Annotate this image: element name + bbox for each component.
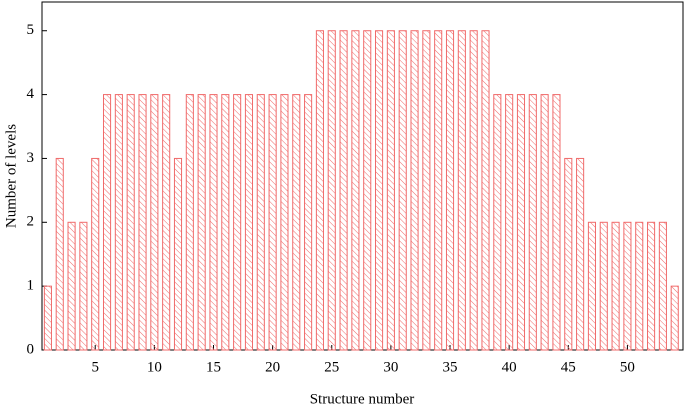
x-tick-label: 30 [383, 359, 398, 375]
bar [564, 157, 573, 351]
bar [138, 94, 147, 351]
bar [197, 94, 206, 351]
bar [363, 30, 372, 351]
x-tick-label: 15 [206, 359, 221, 375]
bar [540, 94, 549, 351]
bar [244, 94, 254, 351]
bar [469, 30, 478, 351]
bar [221, 94, 230, 351]
bar [635, 221, 644, 351]
bar [623, 221, 632, 351]
bar [386, 30, 395, 351]
bar [375, 30, 384, 351]
bar [292, 94, 301, 351]
bar [587, 221, 596, 351]
bar [528, 94, 537, 351]
y-tick-label: 1 [27, 278, 35, 294]
x-tick-label: 50 [620, 359, 635, 375]
bar [457, 30, 466, 351]
bar [434, 30, 443, 351]
y-tick-label: 5 [27, 22, 35, 38]
bar [658, 221, 667, 351]
bar [102, 94, 112, 351]
bar [398, 30, 407, 351]
bar [576, 157, 585, 351]
y-tick-label: 3 [27, 150, 35, 166]
x-tick-label: 20 [265, 359, 280, 375]
bar [505, 94, 514, 351]
bar [445, 30, 455, 351]
bar [670, 285, 679, 351]
bar [162, 94, 171, 351]
bar [114, 94, 123, 351]
bar [327, 30, 336, 351]
bar [647, 221, 656, 351]
bar [552, 94, 561, 351]
bar [185, 94, 194, 351]
y-tick-label: 0 [27, 341, 35, 357]
bar [43, 285, 52, 351]
bar [422, 30, 431, 351]
bar [173, 157, 183, 351]
bar [126, 94, 135, 351]
bar [611, 221, 620, 351]
y-tick-label: 4 [27, 86, 35, 102]
x-tick-label: 5 [91, 359, 99, 375]
bar [481, 30, 490, 351]
bar [55, 157, 64, 351]
x-tick-label: 25 [324, 359, 339, 375]
y-axis-label: Number of levels [3, 124, 19, 228]
bar [91, 157, 100, 351]
bar [256, 94, 265, 351]
bar [315, 30, 324, 351]
bar [516, 94, 526, 351]
x-tick-label: 35 [443, 359, 458, 375]
bar [79, 221, 88, 351]
bar [67, 221, 76, 351]
x-axis-label: Structure number [310, 391, 415, 407]
bar [410, 30, 419, 351]
x-tick-label: 10 [147, 359, 162, 375]
bar [339, 30, 348, 351]
bar [150, 94, 159, 351]
bar [209, 94, 218, 351]
x-tick-label: 45 [561, 359, 576, 375]
plot-frame [41, 1, 684, 351]
y-tick-label: 2 [27, 214, 35, 230]
bar [599, 221, 608, 351]
bar [304, 94, 313, 351]
bar [280, 94, 289, 351]
bar [233, 94, 242, 351]
bar [268, 94, 277, 351]
bar [493, 94, 502, 351]
x-tick-label: 40 [502, 359, 517, 375]
bar [351, 30, 360, 351]
